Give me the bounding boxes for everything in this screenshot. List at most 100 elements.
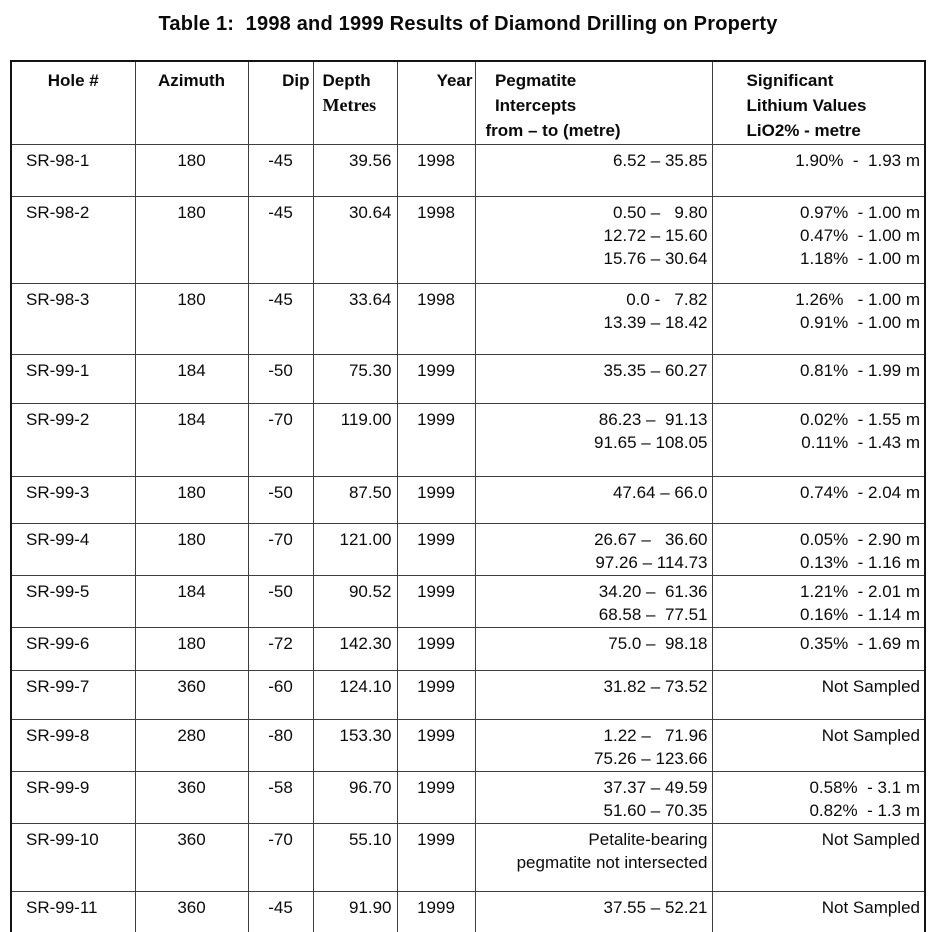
cell-dip: -45 [247,283,314,355]
cell-lithium: Not Sampled [711,891,926,932]
cell-hole: SR-99-5 [10,575,136,628]
cell-dip: -58 [247,771,314,824]
cell-lithium: 1.26% - 1.00 m 0.91% - 1.00 m [711,283,926,355]
cell-pegmatite: 35.35 – 60.27 [474,354,713,404]
cell-pegmatite: 37.55 – 52.21 [474,891,713,932]
cell-azimuth: 180 [134,196,249,284]
cell-depth: 142.30 [312,627,398,671]
cell-azimuth: 360 [134,670,249,720]
table-row: SR-99-7 360 -60 124.10 1999 31.82 – 73.52 Not … [10,670,926,720]
cell-hole: SR-99-11 [10,891,136,932]
cell-azimuth: 180 [134,627,249,671]
cell-pegmatite: 47.64 – 66.0 [474,476,713,524]
cell-dip: -70 [247,523,314,576]
drilling-results-table: Hole # Azimuth Dip Depth Metres Year Pegm… [10,60,926,932]
table-row: SR-99-3 180 -50 87.50 1999 47.64 – 66.0 0.74% … [10,476,926,524]
cell-lithium: 0.74% - 2.04 m [711,476,926,524]
cell-hole: SR-99-7 [10,670,136,720]
cell-year: 1999 [396,523,476,576]
cell-pegmatite: 1.22 – 71.96 75.26 – 123.66 [474,719,713,772]
cell-azimuth: 184 [134,354,249,404]
cell-depth: 75.30 [312,354,398,404]
cell-lithium: Not Sampled [711,670,926,720]
col-header-pegmatite: Pegmatite Intercepts from – to (metre) [474,60,713,145]
cell-depth: 30.64 [312,196,398,284]
cell-year: 1999 [396,891,476,932]
cell-year: 1998 [396,144,476,197]
table-row: SR-99-10 360 -70 55.10 1999 Petalite-bearing … [10,823,926,892]
cell-azimuth: 360 [134,823,249,892]
cell-depth: 96.70 [312,771,398,824]
col-header-year: Year [396,60,476,145]
cell-dip: -60 [247,670,314,720]
cell-dip: -70 [247,823,314,892]
cell-lithium: 0.35% - 1.69 m [711,627,926,671]
cell-hole: SR-98-1 [10,144,136,197]
cell-dip: -50 [247,575,314,628]
cell-pegmatite: 26.67 – 36.60 97.26 – 114.73 [474,523,713,576]
cell-year: 1999 [396,670,476,720]
cell-depth: 55.10 [312,823,398,892]
cell-azimuth: 280 [134,719,249,772]
cell-year: 1999 [396,719,476,772]
cell-lithium: Not Sampled [711,719,926,772]
cell-hole: SR-99-3 [10,476,136,524]
cell-lithium: 0.58% - 3.1 m 0.82% - 1.3 m [711,771,926,824]
cell-pegmatite: 6.52 – 35.85 [474,144,713,197]
col-header-dip: Dip [247,60,314,145]
cell-depth: 33.64 [312,283,398,355]
cell-year: 1999 [396,771,476,824]
cell-lithium: 0.02% - 1.55 m 0.11% - 1.43 m [711,403,926,477]
cell-dip: -45 [247,891,314,932]
col-header-hole: Hole # [10,60,136,145]
table-row: SR-98-3 180 -45 33.64 1998 0.0 - 7.82 13.39 –… [10,283,926,355]
table-header: Hole # Azimuth Dip Depth Metres Year Pegm… [10,60,926,145]
cell-pegmatite: 31.82 – 73.52 [474,670,713,720]
table-title: Table 1: 1998 and 1999 Results of Diamon… [158,13,778,35]
table-row: SR-99-11 360 -45 91.90 1999 37.55 – 52.21 Not … [10,891,926,932]
cell-year: 1999 [396,823,476,892]
cell-hole: SR-98-2 [10,196,136,284]
cell-year: 1999 [396,354,476,404]
cell-azimuth: 184 [134,575,249,628]
cell-lithium: 0.97% - 1.00 m 0.47% - 1.00 m 1.18% - 1.… [711,196,926,284]
header-row: Hole # Azimuth Dip Depth Metres Year Pegm… [10,60,926,145]
cell-azimuth: 360 [134,771,249,824]
table-row: SR-98-2 180 -45 30.64 1998 0.50 – 9.80 12.72 … [10,196,926,284]
cell-depth: 91.90 [312,891,398,932]
cell-dip: -50 [247,354,314,404]
cell-lithium: 0.05% - 2.90 m 0.13% - 1.16 m [711,523,926,576]
table-row: SR-99-6 180 -72 142.30 1999 75.0 – 98.18 0.35%… [10,627,926,671]
cell-hole: SR-99-9 [10,771,136,824]
cell-lithium: 1.21% - 2.01 m 0.16% - 1.14 m [711,575,926,628]
cell-dip: -70 [247,403,314,477]
cell-depth: 124.10 [312,670,398,720]
cell-pegmatite: 75.0 – 98.18 [474,627,713,671]
cell-year: 1999 [396,575,476,628]
cell-pegmatite: 0.50 – 9.80 12.72 – 15.60 15.76 – 30.64 [474,196,713,284]
cell-year: 1999 [396,627,476,671]
cell-dip: -45 [247,144,314,197]
table-row: SR-99-1 184 -50 75.30 1999 35.35 – 60.27 0.81%… [10,354,926,404]
cell-year: 1998 [396,196,476,284]
cell-lithium: 1.90% - 1.93 m [711,144,926,197]
cell-pegmatite: Petalite-bearing pegmatite not intersect… [474,823,713,892]
col-header-depth: Depth Metres [312,60,398,145]
col-header-azimuth: Azimuth [134,60,249,145]
document-page: Table 1: 1998 and 1999 Results of Diamon… [0,13,936,932]
cell-hole: SR-99-4 [10,523,136,576]
table-row: SR-99-4 180 -70 121.00 1999 26.67 – 36.60 97.… [10,523,926,576]
depth-label: Depth [322,71,371,90]
col-header-lithium: Significant Lithium Values LiO2% - metre [711,60,926,145]
cell-azimuth: 180 [134,476,249,524]
cell-year: 1999 [396,403,476,477]
cell-pegmatite: 86.23 – 91.13 91.65 – 108.05 [474,403,713,477]
cell-depth: 119.00 [312,403,398,477]
cell-depth: 87.50 [312,476,398,524]
cell-lithium: 0.81% - 1.99 m [711,354,926,404]
cell-depth: 121.00 [312,523,398,576]
cell-depth: 153.30 [312,719,398,772]
cell-azimuth: 180 [134,283,249,355]
cell-depth: 90.52 [312,575,398,628]
cell-azimuth: 180 [134,523,249,576]
